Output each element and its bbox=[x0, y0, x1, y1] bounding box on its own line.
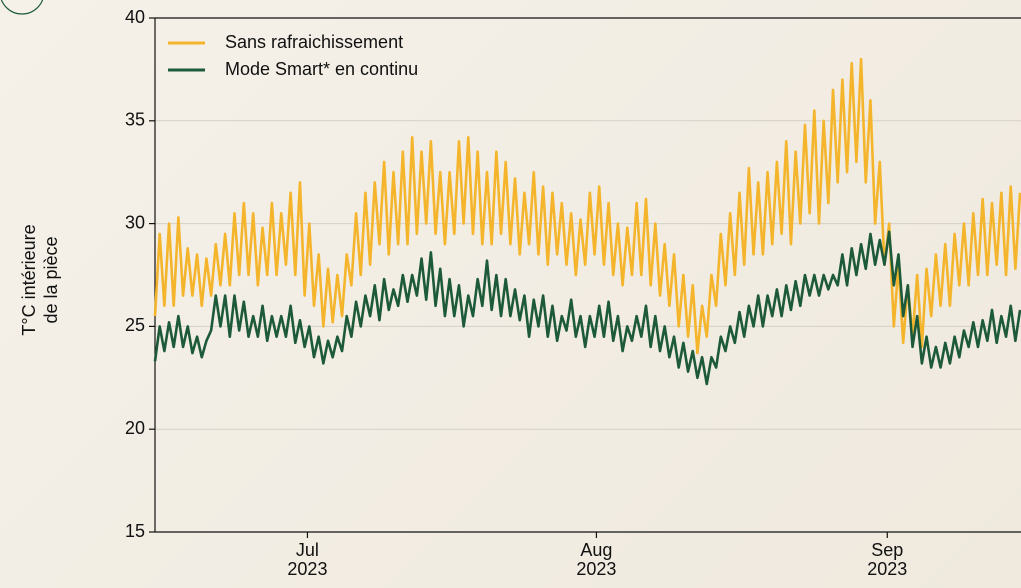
x-tick-label: Jul 2023 bbox=[287, 540, 328, 579]
legend-label: Sans rafraichissement bbox=[225, 32, 403, 52]
y-tick-label: 25 bbox=[125, 315, 145, 335]
series-line bbox=[153, 230, 1021, 386]
y-tick-label: 15 bbox=[125, 521, 145, 541]
y-tick-label: 40 bbox=[125, 7, 145, 27]
y-tick-label: 35 bbox=[125, 110, 145, 130]
y-tick-label: 20 bbox=[125, 418, 145, 438]
y-tick-label: 30 bbox=[125, 212, 145, 232]
x-tick-label: Sep 2023 bbox=[867, 540, 908, 579]
legend-label: Mode Smart* en continu bbox=[225, 59, 418, 79]
logo-circle bbox=[0, 0, 44, 15]
y-axis-label: T°C intérieure de la pièce bbox=[19, 224, 61, 336]
x-tick-label: Aug 2023 bbox=[576, 540, 617, 579]
series-line bbox=[153, 57, 1021, 355]
